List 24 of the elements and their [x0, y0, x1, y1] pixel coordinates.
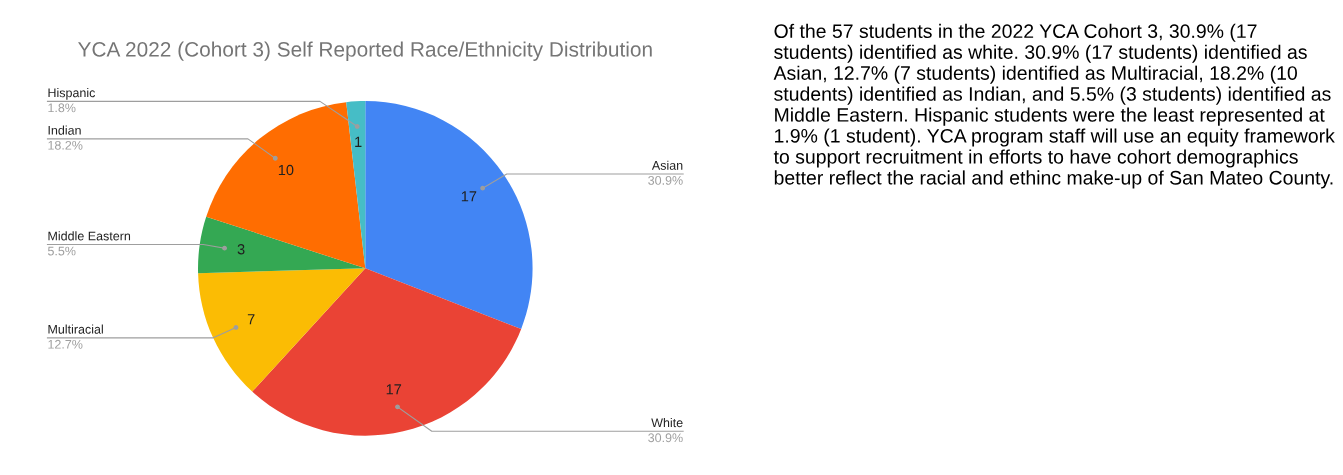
data-label: 3 [237, 244, 245, 255]
pie-slice [365, 101, 533, 330]
data-label: 17 [386, 384, 402, 395]
text: 5.5% [47, 246, 76, 256]
text: 30.9% [648, 433, 683, 443]
slice-label: Hispanic [48, 88, 96, 100]
slice-label: Indian [48, 125, 81, 135]
slice-label: Middle Eastern [48, 231, 131, 241]
text: Of the 57 students in the 2022 YCA Cohort 3, 30.9% (17 students) identified as white. 30.9% (17 students) identified as Asian, 12.7% (7 students) identified as Multiracial, 18.2% (10 students) identified as Indian, and 5.5% (3 students) identified as Middle Eastern. Hispanic students were the least represented at 1.9% (1 student). YCA program staff will use an equity framework to support recruitment in efforts to have cohort demographics better reflect the racial and ethinc make-up of San Mateo County. [773, 23, 1335, 189]
data-label: 1 [355, 136, 362, 147]
pie-slice [198, 216, 366, 274]
text: 12.7% [48, 339, 83, 349]
text: 18.2% [48, 140, 83, 150]
slice-label: Asian [651, 160, 683, 170]
data-label: 10 [278, 164, 294, 176]
data-label: 7 [247, 314, 255, 325]
text: 30.9% [648, 175, 683, 185]
slice-label: White [651, 417, 683, 428]
pie-slice [198, 268, 366, 392]
data-label: 17 [461, 191, 477, 202]
pie-slice [206, 102, 366, 269]
chart-title: YCA 2022 (Cohort 3) Self Reported Race/Ethnicity Distribution [78, 41, 652, 61]
slice-label: Multiracial [48, 324, 103, 334]
text: 1.8% [48, 103, 76, 113]
